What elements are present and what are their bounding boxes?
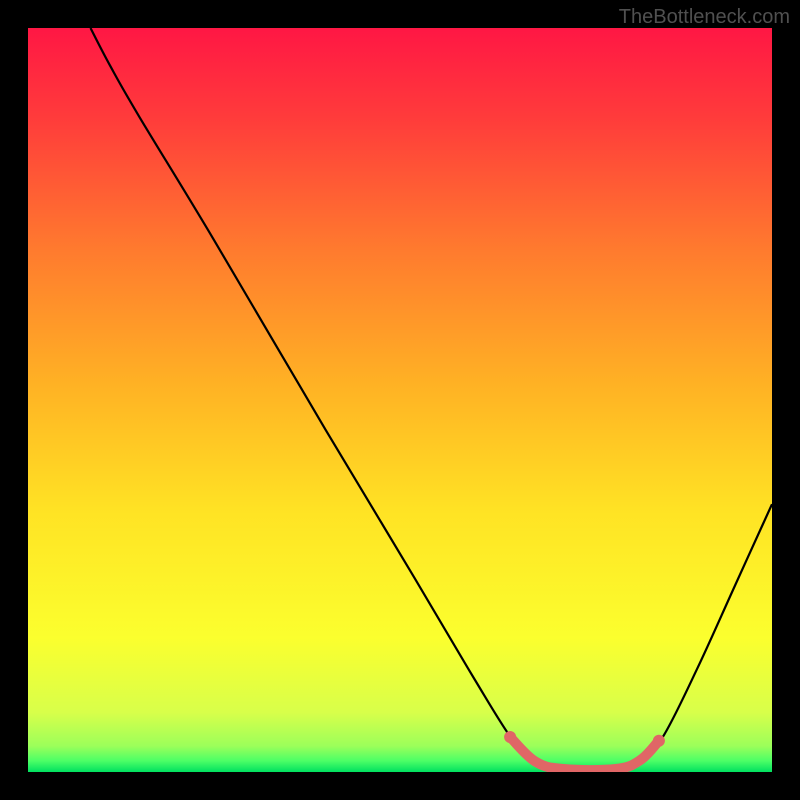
watermark-text: TheBottleneck.com bbox=[619, 6, 790, 29]
highlight-start-dot bbox=[504, 731, 516, 743]
chart-svg bbox=[28, 28, 772, 772]
chart-background bbox=[28, 28, 772, 772]
highlight-end-dot bbox=[653, 735, 665, 747]
chart-plot-area bbox=[28, 28, 772, 772]
